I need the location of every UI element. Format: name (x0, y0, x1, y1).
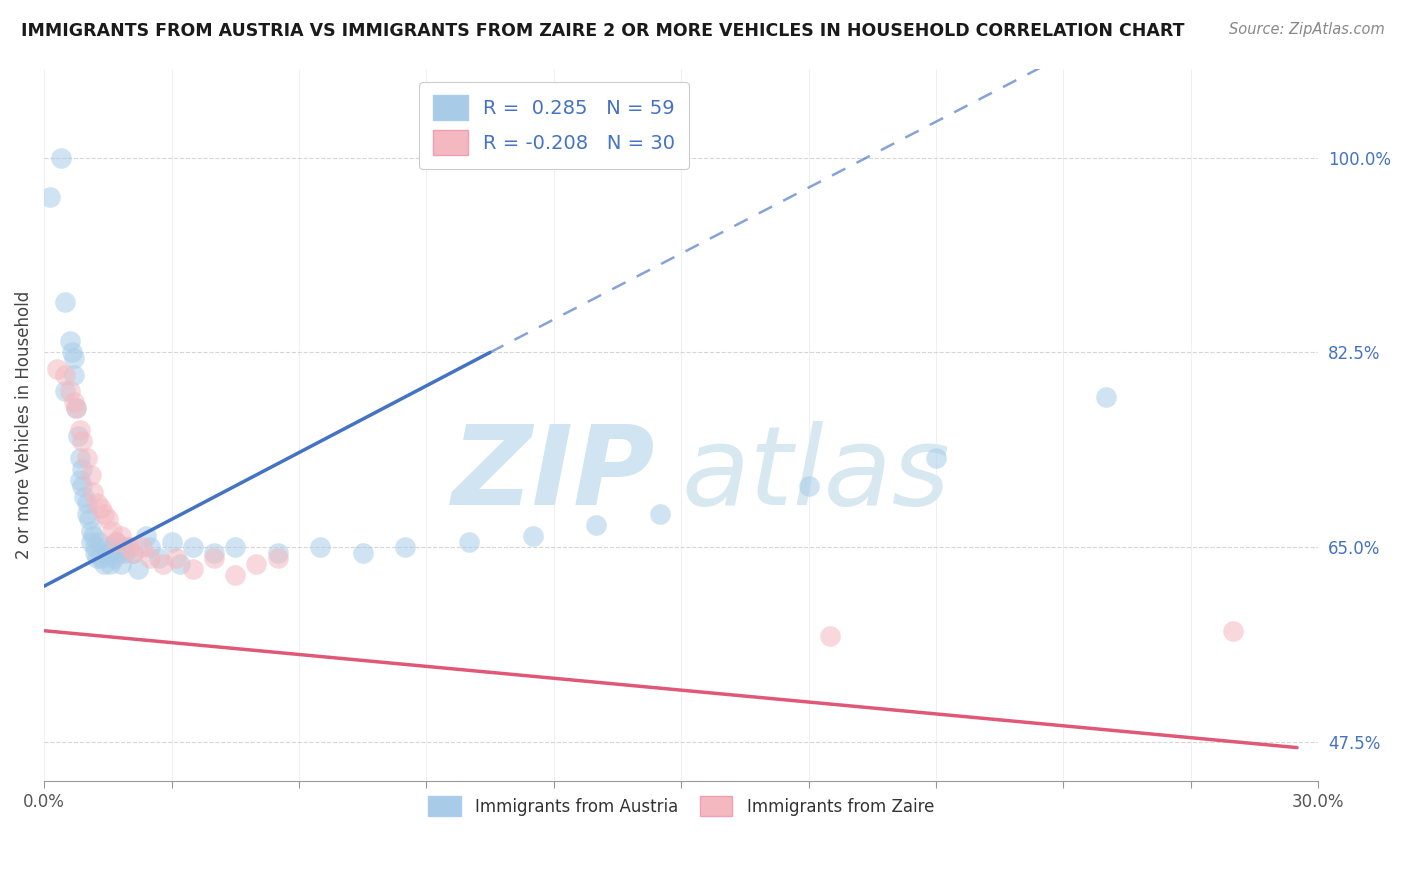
Point (39, 189, 62, 203)
Point (925, 451, 948, 466)
Point (76, 507, 98, 521)
Point (45, 362, 67, 376)
Point (131, 540, 153, 554)
Point (107, 546, 129, 560)
Point (84, 546, 107, 560)
Point (72, 479, 94, 493)
Point (148, 551, 170, 566)
Point (80, 467, 103, 482)
Point (97, 546, 120, 560)
Point (80, 534, 103, 549)
Point (80, 524, 103, 538)
Point (93, 557, 115, 571)
Point (105, 534, 128, 549)
Point (86, 496, 108, 510)
Text: ZIP: ZIP (453, 421, 655, 528)
Point (797, 479, 820, 493)
Point (122, 546, 145, 560)
Point (457, 534, 479, 549)
Point (93, 507, 115, 521)
Point (114, 546, 136, 560)
Point (127, 562, 149, 576)
Point (224, 540, 246, 554)
Point (110, 557, 132, 571)
Point (165, 551, 187, 566)
Point (267, 551, 290, 566)
Point (267, 546, 290, 560)
Point (139, 551, 162, 566)
Point (76, 496, 98, 510)
Point (111, 540, 134, 554)
Point (49, 151, 72, 165)
Point (77, 512, 100, 526)
Point (1095, 390, 1118, 404)
Point (103, 551, 125, 566)
Point (98, 557, 121, 571)
Point (76, 451, 98, 466)
Point (90, 501, 112, 516)
Y-axis label: 2 or more Vehicles in Household: 2 or more Vehicles in Household (15, 291, 32, 559)
Point (118, 540, 141, 554)
Point (65, 401, 87, 415)
Point (202, 551, 225, 566)
Point (67, 429, 90, 443)
Point (169, 557, 191, 571)
Point (90, 551, 112, 566)
Point (224, 568, 246, 582)
Point (101, 540, 124, 554)
Point (202, 546, 225, 560)
Point (181, 562, 204, 576)
Point (135, 529, 157, 543)
Point (72, 434, 94, 449)
Point (522, 529, 544, 543)
Point (352, 546, 374, 560)
Point (105, 534, 128, 549)
Point (110, 529, 132, 543)
Point (53, 295, 76, 310)
Point (585, 518, 607, 533)
Legend: Immigrants from Austria, Immigrants from Zaire: Immigrants from Austria, Immigrants from… (419, 787, 943, 825)
Text: IMMIGRANTS FROM AUSTRIA VS IMMIGRANTS FROM ZAIRE 2 OR MORE VEHICLES IN HOUSEHOLD: IMMIGRANTS FROM AUSTRIA VS IMMIGRANTS FR… (21, 22, 1185, 40)
Point (73, 490, 96, 504)
Point (97, 512, 120, 526)
Point (101, 524, 124, 538)
Point (82, 484, 104, 499)
Point (72, 462, 94, 476)
Point (394, 540, 416, 554)
Point (69, 451, 91, 466)
Point (63, 395, 86, 409)
Point (245, 557, 267, 571)
Point (69, 474, 91, 488)
Point (84, 540, 107, 554)
Point (648, 507, 671, 521)
Point (181, 540, 204, 554)
Point (58, 384, 80, 399)
Point (53, 368, 76, 382)
Text: atlas: atlas (681, 421, 950, 528)
Point (82, 529, 104, 543)
Point (94, 540, 117, 554)
Point (58, 334, 80, 349)
Point (63, 351, 86, 365)
Point (63, 368, 86, 382)
Text: Source: ZipAtlas.com: Source: ZipAtlas.com (1229, 22, 1385, 37)
Point (818, 629, 841, 643)
Point (69, 423, 91, 437)
Point (1222, 624, 1244, 638)
Point (60, 345, 83, 359)
Point (118, 540, 141, 554)
Point (309, 540, 332, 554)
Point (139, 540, 162, 554)
Point (86, 551, 108, 566)
Point (53, 384, 76, 399)
Point (160, 534, 183, 549)
Point (65, 401, 87, 415)
Point (122, 546, 145, 560)
Point (152, 557, 174, 571)
Point (89, 534, 111, 549)
